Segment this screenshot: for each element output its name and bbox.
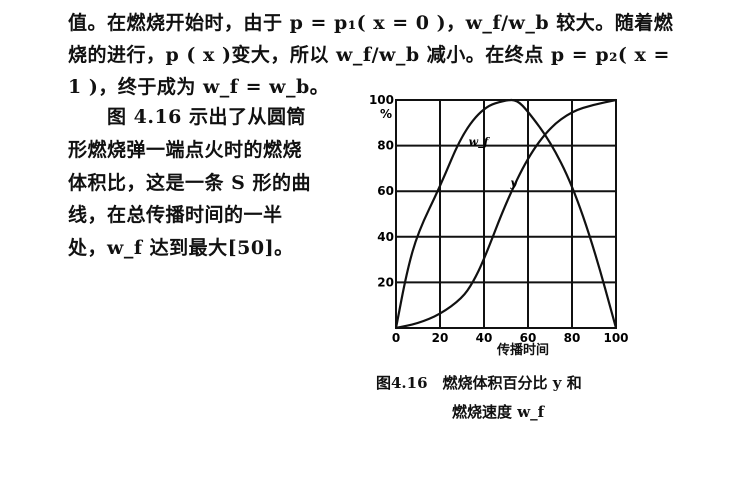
series-label: w_f	[469, 136, 491, 150]
y-tick-label: 60	[377, 184, 394, 198]
para-line-4: 线，在总传播时间的一半	[68, 204, 283, 226]
x-tick-label: 40	[476, 331, 493, 345]
x-tick-label: 60	[520, 331, 537, 345]
text-line-2: 烧的进行，p ( x )变大，所以 w_f/w_b 减小。在终点 p = p₂(…	[68, 44, 670, 66]
y-axis-unit: %	[380, 107, 392, 121]
series-label: y	[509, 177, 518, 190]
x-tick-label: 100	[603, 331, 628, 345]
para-line-5: 处，w_f 达到最大[50]。	[68, 237, 294, 259]
text-line-3: 1 )，终于成为 w_f = w_b。	[68, 76, 330, 98]
text-line-1: 值。在燃烧开始时，由于 p = p₁( x = 0 )，w_f/w_b 较大。随…	[68, 12, 674, 34]
y-tick-label: 100	[369, 93, 394, 107]
x-tick-label: 20	[432, 331, 449, 345]
y-tick-label: 40	[377, 230, 394, 244]
para-line-3: 体积比，这是一条 S 形的曲	[68, 172, 311, 194]
caption-line-2: 燃烧速度 w_f	[452, 403, 545, 421]
series-line-wf	[394, 98, 618, 329]
y-tick-label: 20	[377, 275, 394, 289]
caption-line-1: 图4.16 燃烧体积百分比 y 和	[376, 374, 582, 392]
x-tick-label: 0	[392, 331, 400, 345]
x-tick-label: 80	[564, 331, 581, 345]
para-line-2: 形燃烧弹一端点火时的燃烧	[68, 139, 303, 161]
para-line-1: 图 4.16 示出了从圆筒	[107, 106, 307, 128]
y-tick-label: 80	[377, 139, 394, 153]
x-axis-label: 传播时间	[497, 343, 550, 358]
series-line-y	[395, 98, 617, 330]
